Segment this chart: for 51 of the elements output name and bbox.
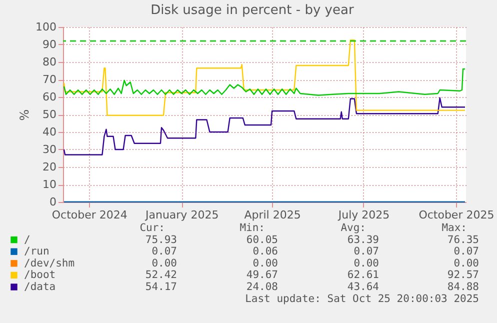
text: 75.93 bbox=[145, 234, 177, 246]
text: 43.64 bbox=[347, 281, 379, 293]
text: Last update: Sat Oct 25 20:00:03 2025 bbox=[245, 292, 479, 305]
text: 52.42 bbox=[145, 269, 177, 282]
legend-label: /data bbox=[24, 281, 56, 293]
y-tick-label: 90 bbox=[42, 38, 56, 51]
text: 0.00 bbox=[354, 257, 379, 270]
y-tick-label: 70 bbox=[42, 73, 56, 86]
y-tick-label: 30 bbox=[42, 143, 56, 156]
legend-label: /run bbox=[24, 246, 50, 258]
text: 54.17 bbox=[145, 281, 177, 293]
y-tick-label: 0 bbox=[50, 196, 56, 208]
text: 92.57 bbox=[447, 269, 479, 282]
text: 62.61 bbox=[347, 269, 379, 282]
text: Avg: bbox=[340, 222, 366, 234]
text: 0.00 bbox=[152, 257, 177, 270]
text: 76.35 bbox=[447, 234, 479, 246]
text: 0.07 bbox=[454, 246, 479, 258]
legend-label: /boot bbox=[24, 269, 56, 282]
text: 63.39 bbox=[347, 234, 379, 246]
text: 0.06 bbox=[252, 246, 278, 258]
text: 84.88 bbox=[447, 281, 479, 293]
text: Cur: bbox=[140, 222, 165, 234]
y-tick-label: 20 bbox=[42, 160, 56, 174]
text: 0.00 bbox=[252, 257, 278, 270]
y-tick-label: 60 bbox=[42, 90, 56, 104]
line-series bbox=[63, 97, 466, 156]
text: Min: bbox=[240, 222, 265, 234]
text: 49.67 bbox=[246, 269, 278, 282]
chart-title: Disk usage in percent - by year bbox=[150, 3, 354, 18]
x-tick-label: January 2025 bbox=[144, 208, 219, 222]
text: 0.07 bbox=[152, 246, 177, 258]
y-tick-label: 50 bbox=[42, 108, 56, 121]
y-tick-label: 40 bbox=[42, 126, 56, 138]
line-series bbox=[63, 40, 466, 116]
y-axis-title: % bbox=[18, 109, 32, 121]
x-tick-label: July 2025 bbox=[337, 208, 390, 222]
text: Max: bbox=[442, 222, 467, 234]
text: 24.08 bbox=[246, 281, 278, 293]
text: 0.07 bbox=[354, 246, 379, 258]
x-tick-label: October 2024 bbox=[52, 208, 128, 222]
legend-label: /dev/shm bbox=[24, 257, 75, 270]
text: 60.05 bbox=[246, 234, 278, 246]
line-series bbox=[63, 68, 466, 96]
x-tick-label: April 2025 bbox=[244, 208, 301, 222]
y-tick-label: 80 bbox=[42, 56, 56, 68]
legend-label: / bbox=[24, 234, 30, 246]
y-tick-label: 10 bbox=[42, 178, 56, 191]
text: 0.00 bbox=[454, 257, 479, 270]
x-tick-label: October 2025 bbox=[418, 208, 494, 222]
y-tick-label: 100 bbox=[36, 20, 56, 34]
